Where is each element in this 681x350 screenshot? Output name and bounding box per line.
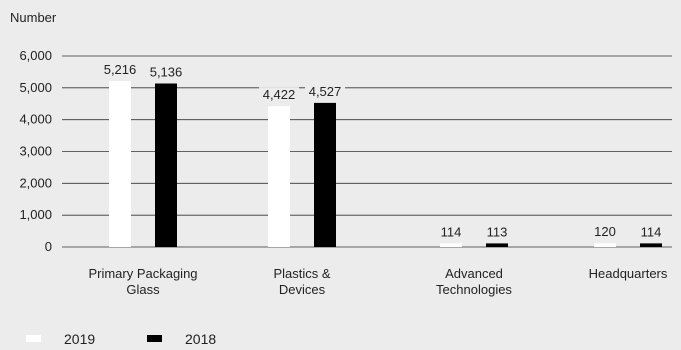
bar-2018 (314, 102, 336, 247)
x-category-line: Plastics & (273, 266, 330, 281)
data-label: 4,422 (263, 87, 296, 102)
data-label-group: 114 (631, 224, 671, 241)
data-label-bg (146, 64, 186, 81)
legend: 2019 2018 (26, 331, 216, 347)
data-label-group: 5,216 (100, 61, 140, 78)
data-label-bg (585, 224, 625, 241)
data-label-bg (431, 224, 471, 241)
data-label-bg (259, 87, 299, 104)
bar-2019 (440, 243, 462, 247)
data-label-bg (305, 83, 345, 100)
bar-2019 (594, 243, 616, 247)
data-label-group: 4,527 (305, 83, 345, 100)
data-label: 5,216 (104, 62, 137, 77)
data-label: 4,527 (309, 84, 342, 99)
data-label: 113 (487, 224, 508, 239)
data-label: 114 (641, 224, 662, 239)
data-label: 5,136 (150, 65, 183, 80)
y-axis-ticks: 0 1,000 2,000 3,000 4,000 5,000 6,000 (19, 48, 52, 254)
y-tick-label: 3,000 (19, 144, 52, 159)
data-label-group: 114 (431, 224, 471, 241)
x-category-label: Plastics & Devices (273, 266, 330, 297)
data-label-group: 5,136 (146, 64, 186, 81)
legend-label: 2019 (64, 331, 95, 347)
y-tick-label: 2,000 (19, 175, 52, 190)
x-category-label: Advanced Technologies (436, 266, 512, 297)
x-category-line: Devices (279, 282, 326, 297)
legend-swatch-2019 (26, 335, 41, 342)
bar-2019 (268, 106, 290, 247)
gridlines (62, 55, 672, 248)
bars (109, 80, 662, 247)
legend-swatch-2018 (147, 335, 162, 342)
y-tick-label: 4,000 (19, 112, 52, 127)
legend-label: 2018 (185, 331, 216, 347)
x-category-line: Glass (126, 282, 160, 297)
data-label: 114 (441, 224, 462, 239)
bar-2018 (486, 243, 508, 247)
x-category-line: Headquarters (589, 266, 668, 281)
y-tick-label: 5,000 (19, 80, 52, 95)
data-label: 120 (594, 224, 616, 239)
x-category-label: Primary Packaging Glass (88, 266, 197, 297)
x-category-line: Technologies (436, 282, 512, 297)
y-tick-label: 6,000 (19, 48, 52, 63)
x-category-line: Advanced (445, 266, 503, 281)
data-label-bg (100, 61, 140, 78)
y-axis-label: Number (10, 10, 57, 25)
bar-2018 (155, 83, 177, 247)
data-label-bg (631, 224, 671, 241)
data-label-bg (477, 224, 517, 241)
y-tick-label: 0 (45, 239, 52, 254)
data-labels: 5,216 4,422 114 120 5,136 4,527 113 114 (100, 61, 671, 241)
data-label-group: 120 (585, 224, 625, 241)
bar-2019 (109, 80, 131, 247)
y-tick-label: 1,000 (19, 207, 52, 222)
data-label-group: 113 (477, 224, 517, 241)
x-category-label: Headquarters (589, 266, 668, 281)
data-label-group: 4,422 (259, 87, 299, 104)
x-axis-categories: Primary Packaging Glass Plastics & Devices A… (88, 266, 667, 297)
bar-2018 (640, 243, 662, 247)
x-category-line: Primary Packaging (88, 266, 197, 281)
